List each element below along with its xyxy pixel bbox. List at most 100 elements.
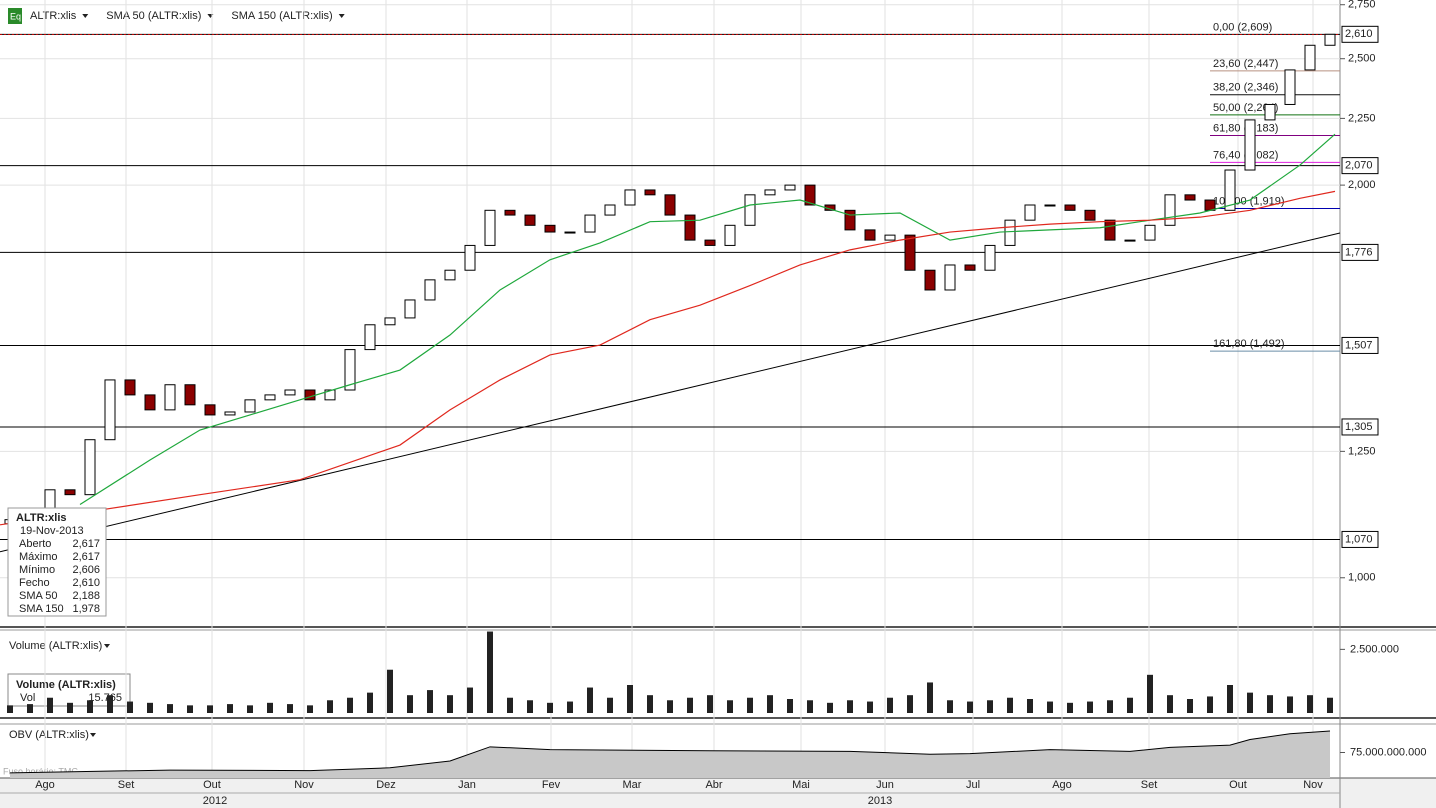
legend: ALTR:xlis SMA 50 (ALTR:xlis) SMA 150 (ALTR…	[30, 10, 345, 22]
y-tick-label: 1,000	[1348, 572, 1376, 584]
volume-bar	[1307, 695, 1313, 713]
x-tick-label: Out	[1229, 779, 1247, 791]
x-tick-label: Fev	[542, 779, 561, 791]
legend-arrow	[338, 14, 345, 18]
candle	[104, 379, 116, 441]
volume-bar	[887, 697, 893, 713]
tooltip-date: 19-Nov-2013	[20, 525, 84, 537]
volume-bar	[447, 695, 453, 713]
candle	[1184, 194, 1196, 201]
volume-bar	[987, 700, 993, 713]
volume-bar	[407, 695, 413, 713]
x-tick-label: Mai	[792, 779, 810, 791]
x-tick-label: Jan	[458, 779, 476, 791]
x-tick-label: Nov	[1303, 779, 1323, 791]
volume-bar	[547, 702, 553, 713]
candle	[1024, 204, 1036, 221]
candle	[344, 349, 356, 391]
x-tick-label: Jul	[966, 779, 980, 791]
volume-bar	[847, 700, 853, 713]
candle	[484, 209, 496, 246]
candle	[804, 184, 816, 206]
candle	[524, 214, 536, 226]
candle	[1044, 204, 1056, 207]
candle	[464, 244, 476, 271]
volume-bar	[1067, 702, 1073, 713]
legend-entry[interactable]: SMA 50 (ALTR:xlis)	[106, 10, 201, 22]
candle	[544, 224, 556, 233]
symbol-icon[interactable]	[8, 8, 22, 24]
y-tick-label: 2.500.000	[1350, 643, 1399, 655]
fib-label: 161,80 (1,492)	[1213, 338, 1285, 350]
volume-bar	[1047, 701, 1053, 713]
sma-line	[0, 190, 1336, 526]
level-label-box	[1341, 418, 1379, 436]
candle	[264, 394, 276, 401]
volume-bar	[807, 700, 813, 713]
year-label: 2013	[868, 795, 892, 807]
volume-title[interactable]: Volume (ALTR:xlis)	[9, 640, 102, 652]
volume-bar	[247, 705, 253, 713]
volume-bar	[347, 697, 353, 713]
candle	[704, 239, 716, 246]
candle	[84, 439, 96, 496]
tooltip-label: SMA 50	[19, 590, 58, 602]
level-label: 1,305	[1345, 421, 1373, 433]
x-tick-label: Mar	[623, 779, 642, 791]
tooltip-value: 2,188	[72, 590, 100, 602]
candle	[944, 264, 956, 291]
candle	[624, 189, 636, 206]
candle	[684, 214, 696, 241]
volume-bar	[67, 702, 73, 713]
candle	[124, 379, 136, 396]
volume-bar	[507, 697, 513, 713]
tooltip-value: 2,610	[72, 577, 100, 589]
y-tick-label: 1,250	[1348, 445, 1376, 457]
volume-bar	[187, 705, 193, 713]
candle	[364, 324, 376, 351]
tooltip-label: SMA 150	[19, 603, 64, 615]
level-label: 1,776	[1345, 246, 1373, 258]
y-tick-label: 75.000.000.000	[1350, 746, 1426, 758]
candle	[744, 194, 756, 226]
candle	[1264, 103, 1276, 121]
candle	[884, 234, 896, 241]
volume-bar	[1227, 685, 1233, 713]
candle	[44, 489, 56, 511]
x-tick-label: Out	[203, 779, 221, 791]
volume-bar	[1007, 697, 1013, 713]
legend-entry[interactable]: ALTR:xlis	[30, 10, 77, 22]
candle	[584, 214, 596, 233]
sma-line	[79, 133, 1336, 506]
tooltip-box	[7, 507, 107, 617]
candle	[984, 244, 996, 271]
candle	[404, 299, 416, 319]
volume-bar	[1327, 697, 1333, 713]
legend-arrow	[90, 733, 96, 737]
volume-bar	[947, 700, 953, 713]
candle	[204, 404, 216, 416]
volume-bar	[627, 685, 633, 713]
volume-box-title: Volume (ALTR:xlis)	[16, 679, 116, 691]
tooltip-label: Máximo	[19, 551, 58, 563]
volume-bar	[587, 687, 593, 713]
candle	[64, 489, 76, 496]
x-tick-label: Jun	[876, 779, 894, 791]
tooltip-value: 2,606	[72, 564, 100, 576]
x-tick-label: Ago	[1052, 779, 1072, 791]
tooltip-label: Mínimo	[19, 564, 55, 576]
volume-bar	[1187, 699, 1193, 713]
trendline	[0, 232, 1341, 553]
obv-title[interactable]: OBV (ALTR:xlis)	[9, 729, 89, 741]
volume-bar	[567, 701, 573, 713]
volume-bar	[907, 695, 913, 713]
volume-bar	[367, 692, 373, 713]
candle	[864, 229, 876, 241]
candle	[1244, 119, 1256, 171]
volume-bar	[867, 701, 873, 713]
legend-entry[interactable]: SMA 150 (ALTR:xlis)	[231, 10, 332, 22]
x-tick-label: Set	[1141, 779, 1158, 791]
